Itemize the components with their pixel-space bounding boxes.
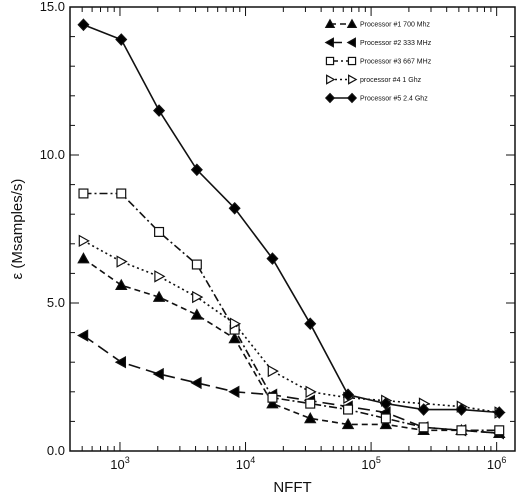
- legend-marker: [324, 37, 334, 48]
- legend-marker: [346, 37, 356, 48]
- y-axis-label: ε (Msamples/s): [9, 179, 26, 280]
- legend-marker: [348, 74, 358, 85]
- series-1-point: [77, 252, 90, 264]
- series-5-point: [417, 403, 430, 416]
- series-4-point: [78, 234, 90, 248]
- series-3-point: [494, 425, 505, 436]
- legend-item: Processor #3 667 MHz: [325, 56, 432, 66]
- series-1-point: [379, 417, 393, 430]
- legend-marker: [326, 74, 336, 85]
- series-4-point: [116, 255, 128, 268]
- series-4-line: [83, 240, 500, 414]
- legend-item: Processor #1 700 Mhz: [324, 18, 431, 29]
- legend-marker: [324, 92, 336, 104]
- series-5-point: [190, 163, 203, 177]
- series-5-point: [115, 33, 128, 46]
- x-tick-exponent: 3: [125, 455, 130, 465]
- legend-item: Processor #5 2.4 Ghz: [324, 92, 428, 104]
- y-tick-label: 0.0: [47, 443, 65, 458]
- y-tick-labels: 0.0 5.0 10.0 15.0: [40, 0, 65, 458]
- series-layer: [77, 18, 506, 440]
- series-2-point: [77, 329, 89, 342]
- series-5-point: [455, 403, 468, 416]
- legend: Processor #1 700 Mhz Processor #2 333 MHz…: [324, 18, 432, 104]
- plot-frame: [69, 6, 516, 452]
- series-4-point: [267, 364, 279, 378]
- series-5-point: [77, 18, 90, 32]
- series-5-point: [153, 104, 166, 117]
- series-5-point: [493, 406, 506, 419]
- series-3-point: [267, 392, 278, 403]
- legend-item: Processor #2 333 MHz: [324, 37, 432, 48]
- series-3-point: [418, 422, 429, 433]
- series-5-point: [342, 388, 355, 402]
- series-4-point: [154, 270, 166, 283]
- legend-label: Processor #3 667 MHz: [360, 59, 432, 66]
- x-axis-label: NFFT: [273, 479, 311, 496]
- x-tick-exponent: 4: [250, 455, 255, 465]
- series-3-point: [191, 259, 202, 270]
- series-5-point: [304, 317, 317, 331]
- legend-marker: [325, 56, 335, 66]
- x-tick-label: 105: [361, 455, 380, 472]
- series-5-point: [379, 397, 392, 410]
- series-3-line: [83, 192, 500, 432]
- legend-item: processor #4 1 Ghz: [326, 74, 422, 85]
- series-1-point: [228, 332, 241, 344]
- series-4-point: [192, 290, 204, 304]
- x-tick-exponent: 6: [501, 455, 506, 465]
- series-1-point: [152, 290, 166, 302]
- series-2-point: [114, 355, 127, 369]
- legend-label: Processor #1 700 Mhz: [360, 22, 431, 29]
- series-2-point: [228, 385, 240, 399]
- series-4-point: [305, 385, 317, 399]
- x-tick-base: 10: [487, 457, 501, 472]
- legend-marker: [346, 18, 358, 28]
- series-1-point: [304, 412, 317, 424]
- series-1-point: [115, 278, 128, 290]
- series-5-point: [266, 252, 279, 265]
- x-tick-labels: 103 104 105 106: [110, 455, 506, 472]
- series-4-point: [229, 317, 242, 330]
- series-2-line: [83, 334, 500, 434]
- x-tick-exponent: 5: [376, 455, 381, 465]
- series-1-point: [341, 417, 355, 430]
- legend-label: Processor #5 2.4 Ghz: [360, 96, 428, 103]
- series-1-point: [266, 397, 279, 409]
- legend-marker: [347, 56, 357, 66]
- series-2-point: [190, 376, 202, 390]
- series-2-point: [152, 367, 164, 381]
- x-tick-base: 10: [110, 457, 124, 472]
- legend-marker: [346, 92, 358, 104]
- legend-label: Processor #2 333 MHz: [360, 40, 432, 47]
- legend-marker: [324, 18, 336, 28]
- series-1-line: [83, 257, 500, 434]
- series-5-line: [83, 24, 500, 414]
- series-2: [77, 329, 504, 440]
- series-4: [78, 234, 506, 419]
- series-3-point: [380, 413, 391, 424]
- x-tick-base: 10: [236, 457, 250, 472]
- y-tick-label: 15.0: [40, 0, 65, 14]
- series-5-point: [228, 201, 241, 215]
- series-3-point: [456, 425, 467, 436]
- series-5: [77, 18, 506, 419]
- x-tick-label: 103: [110, 455, 129, 472]
- y-tick-label: 10.0: [40, 147, 65, 162]
- x-tick-label: 104: [236, 455, 255, 472]
- series-3-point: [78, 188, 89, 199]
- series-3-point: [305, 398, 316, 409]
- x-tick-base: 10: [361, 457, 375, 472]
- series-3-point: [343, 404, 354, 415]
- series-1-point: [190, 308, 204, 320]
- series-3-point: [154, 226, 165, 237]
- legend-label: processor #4 1 Ghz: [360, 77, 422, 84]
- x-tick-label: 106: [487, 455, 506, 472]
- y-tick-label: 5.0: [47, 295, 65, 310]
- series-3-point: [116, 188, 127, 199]
- axis-ticks: [69, 6, 515, 452]
